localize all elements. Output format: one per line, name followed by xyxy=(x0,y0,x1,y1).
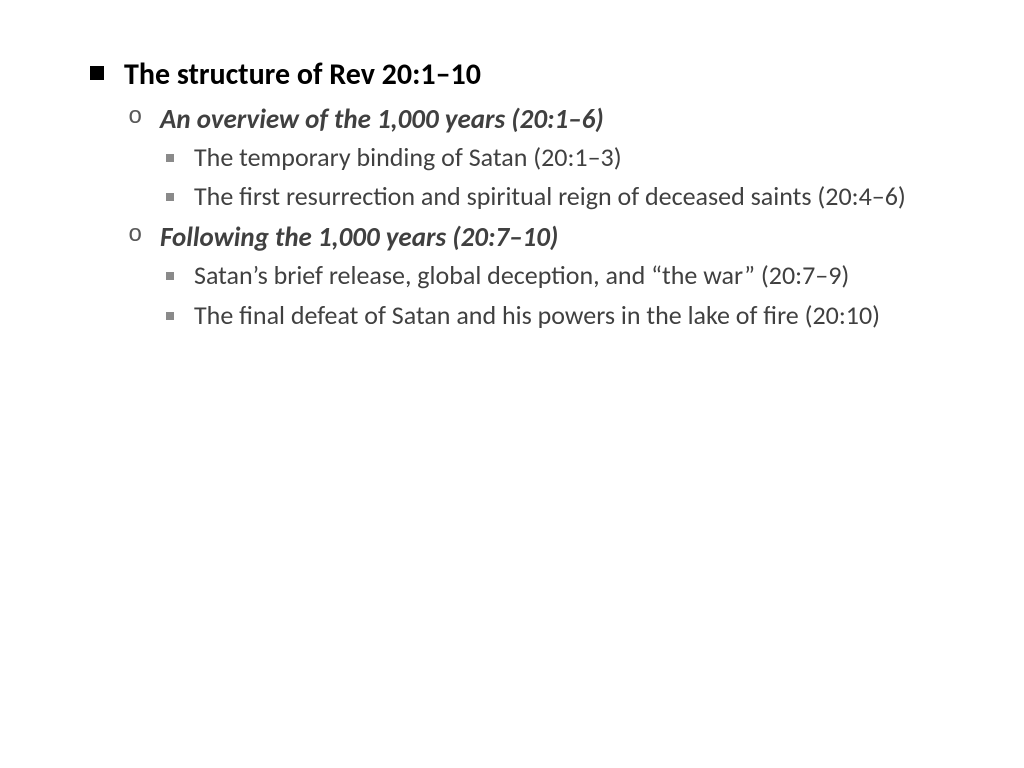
point-item: The temporary binding of Satan (20:1–3) xyxy=(160,141,934,175)
point-item: The first resurrection and spiritual rei… xyxy=(160,180,934,214)
section-heading: An overview of the 1,000 years (20:1–6) xyxy=(160,103,604,136)
outline-title-item: The structure of Rev 20:1–10 An overview… xyxy=(90,56,934,333)
point-list: The temporary binding of Satan (20:1–3) … xyxy=(160,141,934,215)
outline-list: The structure of Rev 20:1–10 An overview… xyxy=(90,56,934,333)
section-list: An overview of the 1,000 years (20:1–6) … xyxy=(124,102,934,333)
slide-content: The structure of Rev 20:1–10 An overview… xyxy=(0,0,1024,768)
outline-title: The structure of Rev 20:1–10 xyxy=(124,56,481,93)
point-item: Satan’s brief release, global deception,… xyxy=(160,259,934,293)
section-item: An overview of the 1,000 years (20:1–6) … xyxy=(124,102,934,215)
section-item: Following the 1,000 years (20:7–10) Sata… xyxy=(124,220,934,333)
point-text: The first resurrection and spiritual rei… xyxy=(194,180,906,212)
point-list: Satan’s brief release, global deception,… xyxy=(160,259,934,333)
point-text: Satan’s brief release, global deception,… xyxy=(194,259,849,291)
point-text: The final defeat of Satan and his powers… xyxy=(194,299,880,331)
point-text: The temporary binding of Satan (20:1–3) xyxy=(194,141,622,173)
point-item: The final defeat of Satan and his powers… xyxy=(160,299,934,333)
section-heading: Following the 1,000 years (20:7–10) xyxy=(160,221,558,254)
